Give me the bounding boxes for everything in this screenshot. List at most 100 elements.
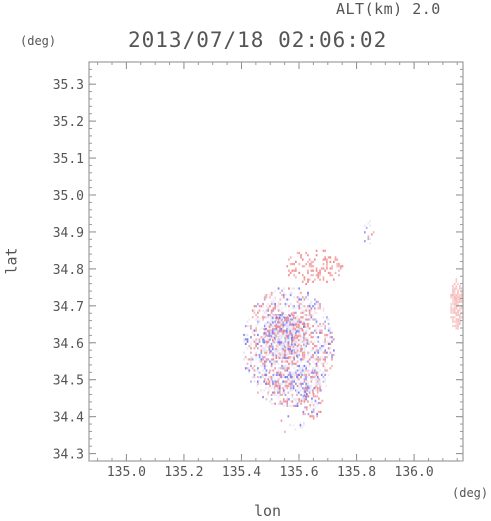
x-tick-label-4: 135.8 (337, 465, 376, 480)
echo-cell (285, 321, 288, 324)
echo-cell (260, 305, 263, 308)
echo-cell (452, 320, 454, 323)
echo-cell (452, 285, 454, 288)
echo-cell (367, 235, 370, 238)
echo-cell (259, 389, 262, 392)
echo-cell (312, 347, 314, 350)
echo-cell (286, 369, 289, 372)
echo-cell (300, 340, 302, 343)
echo-cell (317, 276, 320, 279)
echo-cell (279, 353, 282, 357)
echo-cell (287, 319, 290, 322)
echo-cell (311, 410, 313, 413)
echo-cell (329, 367, 332, 370)
echo-cell (299, 384, 302, 388)
echo-cell (270, 376, 272, 379)
echo-cell (320, 356, 323, 359)
echo-cell (273, 330, 276, 333)
echo-cell (308, 305, 311, 308)
echo-cell (295, 371, 297, 374)
echo-cell (277, 371, 279, 374)
echo-cell (289, 358, 292, 361)
echo-cell (282, 316, 285, 319)
echo-cell (285, 339, 288, 342)
echo-cell (272, 321, 274, 324)
echo-cell (324, 338, 326, 341)
echo-cell (255, 338, 257, 341)
echo-cell (268, 336, 271, 340)
echo-cell (316, 395, 318, 398)
echo-cell (292, 332, 295, 335)
echo-cell (460, 287, 463, 290)
echo-cell (272, 300, 275, 303)
echo-cell (270, 320, 273, 323)
echo-cell (278, 330, 281, 333)
echo-cell (282, 325, 284, 328)
echo-cell (274, 402, 276, 405)
echo-cell (291, 339, 293, 342)
echo-cell (300, 380, 302, 383)
echo-cell (273, 348, 276, 351)
echo-cell (324, 325, 326, 328)
echo-cell (312, 318, 314, 321)
echo-cell (289, 323, 291, 326)
echo-cell (268, 334, 271, 337)
echo-cell (296, 402, 299, 405)
echo-cell (267, 307, 270, 310)
echo-cell (280, 316, 283, 320)
echo-cell (257, 367, 259, 370)
echo-cell (459, 300, 461, 303)
echo-cell (452, 298, 454, 301)
echo-cell (266, 341, 269, 344)
echo-cell (278, 387, 281, 390)
echo-cell (278, 352, 281, 355)
echo-cell (253, 380, 256, 383)
echo-cell (289, 314, 291, 317)
echo-cell (303, 296, 306, 299)
echo-cell (282, 328, 284, 331)
echo-cell (263, 329, 266, 332)
echo-cell (304, 395, 306, 398)
echo-cell (265, 353, 268, 357)
echo-cell (303, 424, 305, 427)
echo-cell (287, 391, 290, 394)
echo-cell (250, 380, 252, 383)
echo-cell (292, 341, 295, 344)
echo-cell (262, 314, 264, 317)
echo-cell (291, 373, 294, 376)
echo-cell (270, 316, 272, 320)
echo-cell (295, 369, 297, 372)
echo-cell (263, 347, 266, 350)
echo-cell (270, 342, 273, 345)
echo-cell (308, 278, 311, 281)
echo-cell (287, 378, 290, 381)
echo-cell (258, 338, 261, 341)
echo-cell (289, 350, 291, 353)
echo-cell (296, 348, 298, 351)
echo-cell (284, 345, 286, 348)
echo-cell (255, 314, 257, 317)
echo-cell (310, 307, 313, 310)
echo-cell (272, 330, 274, 333)
echo-cell (263, 294, 266, 297)
echo-cell (305, 398, 307, 401)
echo-cell (279, 302, 282, 306)
echo-cell (293, 269, 295, 272)
echo-cell (455, 318, 458, 321)
echo-cell (298, 398, 301, 401)
echo-cell (455, 296, 458, 299)
echo-cell (331, 265, 333, 268)
echo-cell (289, 378, 291, 381)
echo-cell (310, 378, 313, 381)
echo-cell (265, 387, 267, 390)
echo-cell (288, 349, 290, 352)
echo-cell (310, 331, 313, 334)
echo-cell (331, 356, 333, 359)
echo-cell (315, 320, 318, 323)
echo-cell (307, 318, 309, 321)
echo-cell (285, 356, 288, 359)
echo-cell (270, 352, 272, 355)
echo-cell (296, 364, 299, 368)
echo-cell (291, 360, 294, 363)
echo-cell (278, 314, 281, 317)
